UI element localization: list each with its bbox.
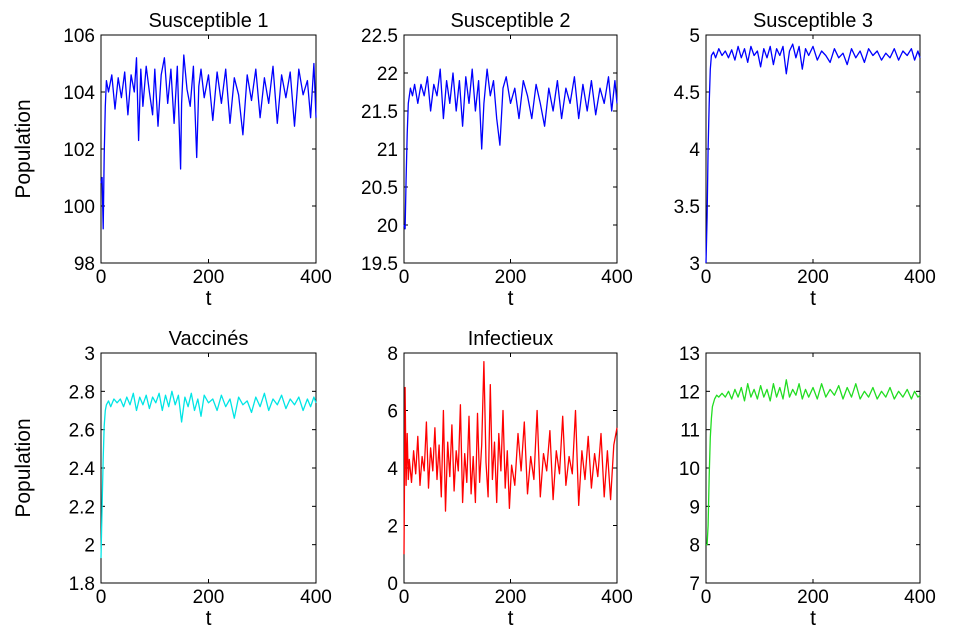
- x-axis-label: t: [810, 607, 816, 630]
- x-tick-label: 0: [701, 267, 712, 288]
- subplot-4: 0 200 400 1.8 2 2.2 2.4 2.6 2.8 3 Vaccinés t Populat…: [12, 328, 332, 630]
- y-tick-label: 2.4: [69, 459, 96, 480]
- y-axis-label: Population: [12, 99, 35, 198]
- axes-frame: [403, 34, 618, 264]
- series-line: [100, 390, 317, 559]
- x-tick-label: 0: [96, 587, 107, 608]
- y-tick-label: 19.5: [361, 254, 398, 275]
- subplot-title: Vaccinés: [169, 328, 249, 350]
- y-tick-label: 2.6: [69, 421, 95, 442]
- x-axis-label: t: [206, 607, 212, 630]
- y-tick-label: 20: [377, 216, 398, 237]
- x-tick-label: 0: [399, 267, 410, 288]
- y-tick-label: 1.8: [69, 574, 95, 595]
- y-tick-label: 20.5: [361, 178, 398, 199]
- y-tick-label: 21: [377, 140, 398, 161]
- y-tick-label: 100: [63, 197, 95, 218]
- x-tick-label: 200: [797, 587, 829, 608]
- y-tick-label: 2.2: [69, 497, 95, 518]
- subplot-title: Susceptible 2: [450, 10, 570, 32]
- y-tick-label: 21.5: [361, 102, 398, 123]
- subplot-5: 0 200 400 0 2 4 6 8 Infectieux t: [387, 328, 632, 630]
- x-axis-label: t: [508, 287, 514, 310]
- y-tick-label: 13: [679, 344, 700, 365]
- x-tick-label: 0: [96, 267, 107, 288]
- y-tick-label: 10: [679, 459, 700, 480]
- x-tick-label: 200: [797, 267, 829, 288]
- y-tick-label: 22.5: [361, 26, 398, 47]
- y-tick-label: 11: [680, 421, 700, 442]
- x-tick-label: 400: [300, 587, 332, 608]
- y-tick-label: 22: [377, 64, 398, 85]
- y-tick-label: 8: [689, 536, 700, 557]
- x-tick-label: 200: [193, 587, 225, 608]
- y-tick-label: 2.8: [69, 382, 95, 403]
- series-line: [706, 379, 921, 546]
- x-tick-label: 200: [193, 267, 225, 288]
- x-axis-label: t: [206, 287, 212, 310]
- y-tick-label: 3.5: [674, 197, 700, 218]
- x-tick-label: 400: [904, 587, 936, 608]
- x-tick-label: 400: [300, 267, 332, 288]
- y-tick-label: 9: [689, 497, 700, 518]
- x-tick-label: 400: [601, 267, 633, 288]
- y-tick-label: 0: [387, 574, 398, 595]
- y-tick-label: 2: [387, 517, 398, 538]
- y-tick-label: 102: [63, 140, 95, 161]
- series-line: [705, 43, 921, 264]
- x-tick-label: 400: [601, 587, 633, 608]
- y-tick-label: 6: [387, 402, 398, 423]
- y-tick-label: 2: [84, 536, 95, 557]
- y-tick-label: 3: [689, 254, 700, 275]
- x-tick-label: 0: [399, 587, 410, 608]
- axes-frame: [705, 34, 921, 264]
- y-tick-label: 7: [689, 574, 700, 595]
- series-line: [403, 68, 618, 230]
- x-tick-label: 0: [701, 587, 712, 608]
- subplot-title: Susceptible 3: [753, 10, 873, 32]
- y-tick-label: 4: [689, 140, 700, 161]
- y-tick-label: 4.5: [674, 83, 700, 104]
- axes-frame: [100, 34, 317, 264]
- subplot-1: 0 200 400 98 100 102 104 106 Susceptible 1 t Popul…: [12, 10, 332, 310]
- y-tick-label: 104: [63, 83, 95, 104]
- series-line: [100, 54, 317, 230]
- x-tick-label: 200: [495, 267, 527, 288]
- subplot-title: Infectieux: [468, 328, 554, 350]
- y-tick-label: 4: [387, 459, 398, 480]
- subplot-2: 0 200 400 19.5 20 20.5 21 21.5 22 22.5 Susceptible…: [361, 10, 633, 310]
- y-tick-label: 98: [74, 254, 95, 275]
- subplot-title: Susceptible 1: [148, 10, 268, 32]
- x-axis-label: t: [508, 607, 514, 630]
- y-tick-label: 3: [84, 344, 95, 365]
- subplot-6: 0 200 400 7 8 9 10 11 12 13 t: [679, 344, 936, 630]
- x-axis-label: t: [810, 287, 816, 310]
- y-tick-label: 12: [679, 382, 700, 403]
- axes-frame: [100, 352, 317, 584]
- y-tick-label: 5: [689, 26, 700, 47]
- y-tick-label: 106: [63, 26, 95, 47]
- y-tick-label: 8: [387, 344, 398, 365]
- x-tick-label: 400: [904, 267, 936, 288]
- y-axis-label: Population: [12, 418, 35, 517]
- subplot-3: 0 200 400 3 3.5 4 4.5 5 Susceptible 3 t: [674, 10, 936, 310]
- series-line: [403, 360, 618, 555]
- x-tick-label: 200: [495, 587, 527, 608]
